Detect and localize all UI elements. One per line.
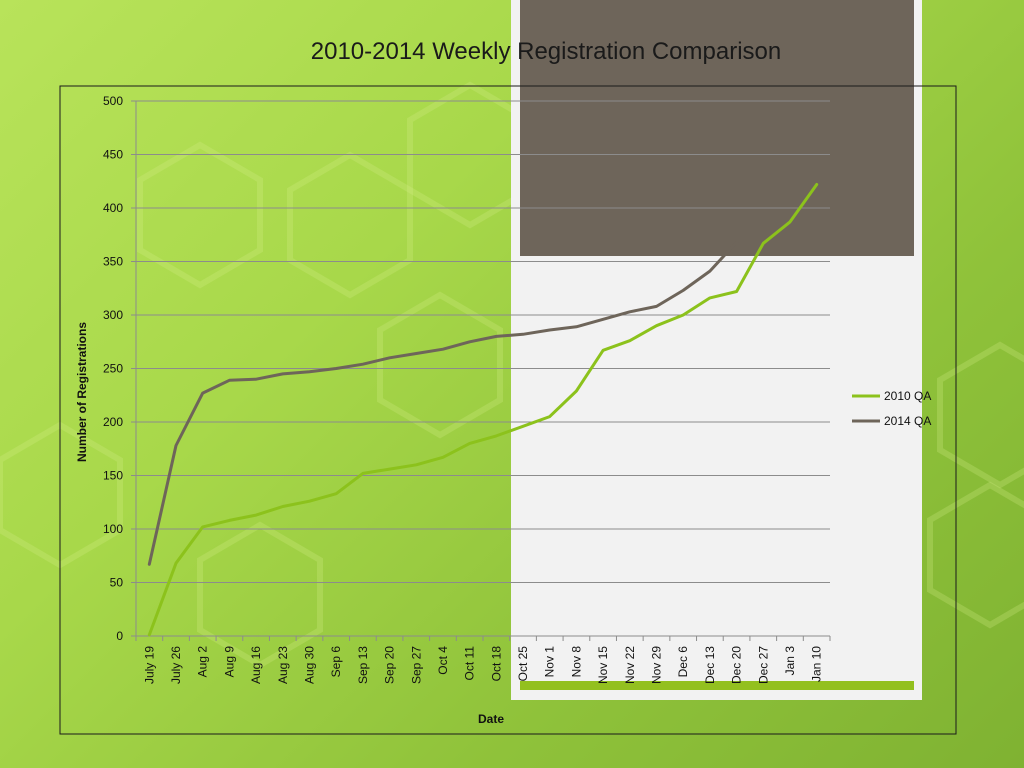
x-tick-label: Oct 11: [463, 646, 477, 681]
x-tick-label: Oct 18: [489, 646, 503, 682]
x-tick-label: Nov 29: [650, 646, 664, 684]
y-tick-label: 200: [103, 415, 123, 429]
x-tick-label: Oct 25: [516, 646, 530, 682]
series-line-2: [147, 240, 739, 566]
x-tick-label: Nov 15: [596, 646, 610, 684]
x-tick-label: Nov 22: [623, 646, 637, 684]
y-tick-label: 350: [103, 255, 123, 269]
x-tick-label: Sep 20: [383, 646, 397, 684]
x-tick-label: Dec 27: [756, 646, 770, 684]
x-tick-label: Aug 23: [276, 646, 290, 684]
x-tick-label: Jan 10: [810, 646, 824, 682]
x-tick-label: Aug 16: [249, 646, 263, 684]
legend-label: 2014 QA: [884, 414, 931, 428]
accent-bar: [520, 681, 914, 690]
x-tick-label: Dec 20: [730, 646, 744, 684]
y-tick-label: 400: [103, 201, 123, 215]
y-tick-labels: 0 50 100 150 200 250 300 350 400 450 500: [103, 94, 123, 643]
x-tick-label: Nov 1: [543, 646, 557, 678]
y-tick-label: 50: [110, 576, 124, 590]
x-tick-label: Oct 4: [436, 646, 450, 675]
x-tick-label: Dec 6: [676, 646, 690, 678]
legend: 2010 QA 2014 QA: [852, 389, 931, 428]
y-tick-label: 450: [103, 148, 123, 162]
y-tick-label: 0: [116, 629, 123, 643]
chart-title: 2010-2014 Weekly Registration Comparison: [310, 38, 782, 65]
x-tick-label: Aug 2: [196, 646, 210, 678]
x-tick-label: Sep 27: [409, 646, 423, 684]
y-axis-label: Number of Registrations: [75, 322, 89, 462]
x-tick-label: Aug 9: [222, 646, 236, 678]
x-tick-label: Sep 6: [329, 646, 343, 678]
chart-frame: [59, 85, 957, 735]
x-tick-label: July 26: [169, 646, 183, 684]
gray-block: [520, 0, 914, 256]
x-tick-label: Nov 8: [569, 646, 583, 678]
y-tick-label: 100: [103, 522, 123, 536]
y-tick-label: 500: [103, 94, 123, 108]
x-tick-label: Dec 13: [703, 646, 717, 684]
series-line-1: [147, 183, 819, 637]
y-tick-label: 250: [103, 362, 123, 376]
x-axis-label: Date: [478, 712, 504, 726]
x-tick-labels: July 19 July 26 Aug 2 Aug 9 Aug 16 Aug 23 Aug …: [142, 646, 823, 684]
y-tick-label: 300: [103, 308, 123, 322]
gridlines: [136, 100, 830, 583]
axes: [131, 100, 831, 641]
x-tick-label: Jan 3: [783, 646, 797, 676]
x-tick-label: Sep 13: [356, 646, 370, 684]
x-tick-label: July 19: [142, 646, 156, 684]
x-tick-label: Aug 30: [303, 646, 317, 684]
legend-label: 2010 QA: [884, 389, 931, 403]
y-tick-label: 150: [103, 469, 123, 483]
series-lines: [147, 183, 819, 637]
